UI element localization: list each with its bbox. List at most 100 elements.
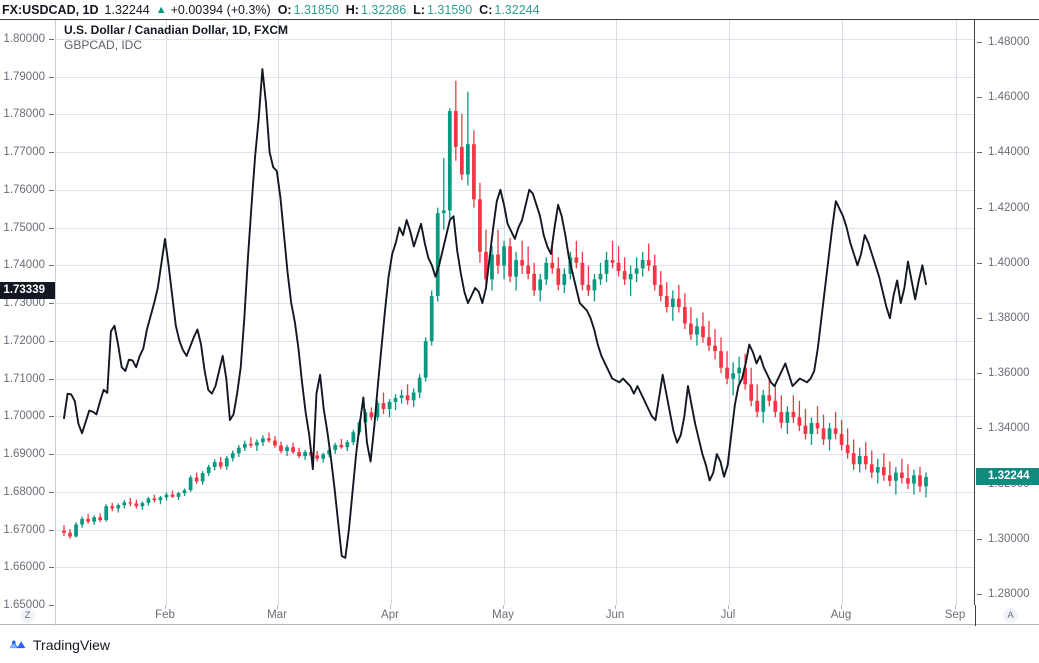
- right-axis-tick-mark: [977, 318, 982, 319]
- left-axis-tick-mark: [49, 605, 54, 606]
- candle-body: [851, 453, 856, 465]
- time-axis-tick-mark: [390, 605, 391, 609]
- chart-plot-area[interactable]: U.S. Dollar / Canadian Dollar, 1D, FXCM G…: [55, 20, 975, 605]
- left-axis-tick-mark: [49, 265, 54, 266]
- candle-body: [405, 395, 410, 401]
- candle-body: [218, 462, 223, 467]
- candle-body: [580, 262, 585, 285]
- left-axis-tick-mark: [49, 492, 54, 493]
- low-value: 1.31590: [426, 2, 473, 17]
- candle-body: [695, 326, 699, 335]
- left-axis-tick-mark: [49, 454, 54, 455]
- candle-body: [164, 494, 169, 498]
- right-axis-tick-mark: [977, 42, 982, 43]
- left-axis-tick-label: 1.77000: [3, 146, 45, 159]
- left-axis-tick-label: 1.79000: [3, 70, 45, 83]
- candle-body: [833, 428, 838, 434]
- right-axis-tick-mark: [977, 152, 982, 153]
- candle-body: [893, 472, 898, 481]
- right-axis-tick-label: 1.44000: [988, 146, 1030, 159]
- left-axis-tick-label: 1.72000: [3, 334, 45, 347]
- left-axis-tick-label: 1.71000: [3, 372, 45, 385]
- quote-legend-bar: FX:USDCAD, 1D 1.32244 ▲ +0.00394 (+0.3%)…: [0, 0, 1039, 19]
- time-axis[interactable]: Z A Feb Mar Apr May Jun Jul Aug Sep: [0, 605, 1039, 626]
- right-axis-tick-mark: [977, 373, 982, 374]
- time-axis-label: Sep: [944, 609, 966, 621]
- candle-body: [80, 518, 84, 525]
- candle-body: [737, 367, 741, 374]
- candle-body: [887, 475, 892, 481]
- left-axis-tick-label: 1.68000: [3, 485, 45, 498]
- candle-body: [640, 260, 645, 269]
- candle-body: [755, 400, 760, 412]
- time-axis-label: Jul: [720, 609, 736, 621]
- candle-body: [658, 284, 663, 296]
- left-axis-tick-mark: [49, 77, 54, 78]
- right-axis-tick-mark: [977, 428, 982, 429]
- candle-body: [291, 447, 295, 453]
- candle-body: [556, 268, 561, 285]
- candle-body: [128, 502, 133, 504]
- candle-body: [466, 144, 470, 175]
- candle-body: [212, 462, 217, 468]
- left-axis-tick-mark: [49, 39, 54, 40]
- time-axis-tick-mark: [165, 605, 166, 609]
- high-key: H:: [345, 2, 359, 17]
- chart-legend: U.S. Dollar / Canadian Dollar, 1D, FXCMG…: [64, 23, 288, 52]
- candle-body: [719, 351, 723, 368]
- candle-body: [236, 447, 241, 454]
- candle-body: [731, 373, 735, 379]
- right-axis-tick-label: 1.48000: [988, 36, 1030, 49]
- left-axis-tick-label: 1.74000: [3, 259, 45, 272]
- candle-body: [538, 279, 543, 291]
- candle-body: [447, 111, 452, 211]
- left-axis-tick-mark: [49, 152, 54, 153]
- candle-body: [550, 262, 555, 269]
- candle-body: [170, 494, 175, 497]
- time-axis-tick-mark: [841, 605, 842, 609]
- candle-body: [249, 443, 253, 446]
- candle-body: [62, 530, 66, 533]
- candle-body: [116, 505, 121, 509]
- candle-body: [176, 493, 181, 497]
- candle-body: [417, 377, 422, 393]
- candle-body: [912, 475, 916, 484]
- left-axis-tick-mark: [49, 228, 54, 229]
- candle-body: [98, 517, 103, 521]
- candle-body: [146, 498, 151, 503]
- candle-body: [875, 467, 880, 473]
- candle-body: [857, 455, 862, 465]
- candle-body: [188, 477, 193, 491]
- time-axis-label: Apr: [381, 609, 399, 621]
- price-axis-right[interactable]: 1.48000 1.46000 1.44000 1.42000 1.40000 1.380…: [976, 20, 1039, 605]
- price-axis-left[interactable]: 1.80000 1.79000 1.78000 1.77000 1.76000 1.750…: [0, 20, 55, 611]
- candle-body: [652, 265, 657, 285]
- candle-body: [261, 438, 265, 443]
- candle-body: [134, 503, 139, 507]
- candle-body: [158, 497, 163, 501]
- zoom-out-button[interactable]: Z: [20, 608, 35, 623]
- right-axis-tick-label: 1.34000: [988, 422, 1030, 435]
- candle-body: [809, 422, 814, 434]
- right-axis-tick-label: 1.28000: [988, 587, 1030, 600]
- candle-body: [743, 367, 748, 385]
- auto-scale-button[interactable]: A: [1003, 608, 1018, 623]
- candle-body: [375, 403, 380, 418]
- footer-brand[interactable]: TradingView: [8, 634, 110, 656]
- price-change-label: +0.00394 (+0.3%): [170, 2, 271, 17]
- candle-body: [411, 392, 416, 401]
- left-axis-tick-mark: [49, 114, 54, 115]
- candle-body: [827, 428, 832, 440]
- candle-body: [200, 473, 205, 482]
- candle-body: [924, 476, 928, 487]
- candle-body: [345, 442, 350, 448]
- candle-body: [845, 444, 850, 454]
- candle-body: [459, 146, 464, 175]
- candle-body: [74, 524, 78, 537]
- left-axis-tick-mark: [49, 379, 54, 380]
- candle-body: [399, 395, 404, 399]
- candle-body: [646, 260, 651, 266]
- candle-body: [429, 295, 434, 342]
- symbol-label[interactable]: FX:USDCAD, 1D: [2, 2, 99, 17]
